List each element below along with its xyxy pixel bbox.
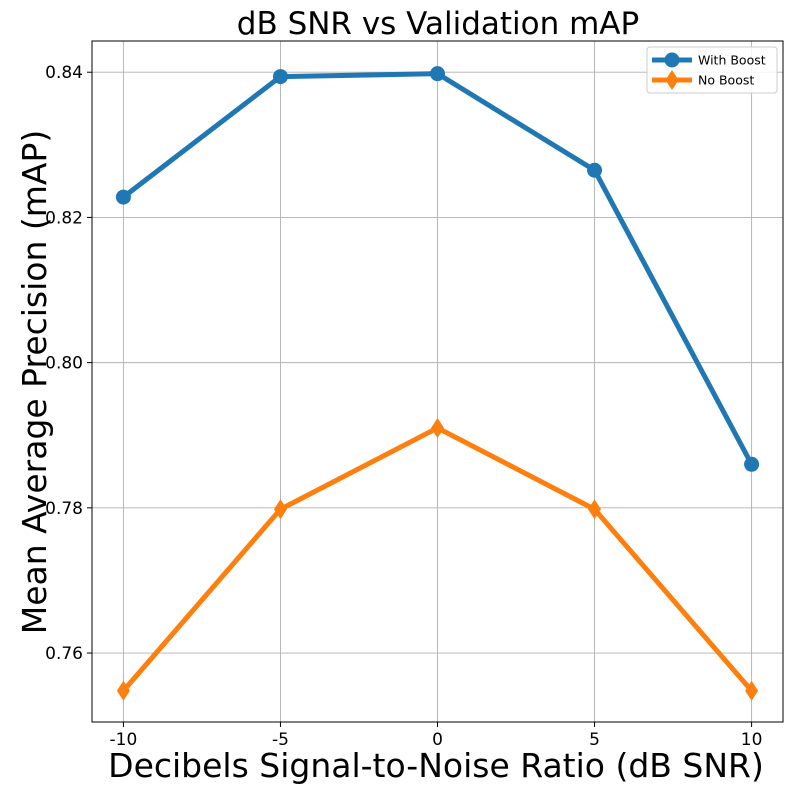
legend-marker (665, 70, 679, 90)
data-point (745, 680, 759, 701)
legend-label: With Boost (698, 53, 766, 68)
data-point (588, 499, 602, 520)
legend-label: No Boost (698, 73, 754, 88)
x-tick-label: -5 (272, 730, 289, 750)
series-layer (115, 66, 760, 701)
x-tick-label: -10 (110, 730, 138, 750)
data-point (744, 456, 760, 472)
x-axis-ticks: -10 -5 0 5 10 (110, 722, 763, 750)
series-with-boost (115, 66, 760, 472)
x-tick-label: 5 (589, 730, 600, 750)
x-tick-label: 0 (432, 730, 443, 750)
data-point (587, 162, 603, 178)
y-axis-ticks: 0.76 0.78 0.80 0.82 0.84 (45, 63, 92, 664)
chart-title: dB SNR vs Validation mAP (237, 6, 639, 42)
legend-item: No Boost (652, 70, 754, 90)
legend-marker (664, 52, 680, 68)
series-no-boost (116, 417, 759, 701)
y-tick-label: 0.82 (45, 208, 83, 228)
y-axis-label: Mean Average Precision (mAP) (15, 130, 54, 635)
data-point (116, 680, 130, 701)
data-point (273, 499, 287, 520)
x-tick-label: 10 (741, 730, 763, 750)
y-tick-label: 0.78 (45, 499, 83, 519)
legend-item: With Boost (652, 52, 766, 68)
y-tick-label: 0.76 (45, 644, 83, 664)
y-tick-label: 0.80 (45, 354, 83, 374)
legend: With Boost No Boost (646, 46, 778, 94)
data-point (115, 189, 131, 205)
y-tick-label: 0.84 (45, 63, 83, 83)
data-point (272, 69, 288, 85)
x-axis-label: Decibels Signal-to-Noise Ratio (dB SNR) (108, 746, 764, 785)
data-point (431, 417, 444, 438)
data-point (430, 66, 445, 82)
